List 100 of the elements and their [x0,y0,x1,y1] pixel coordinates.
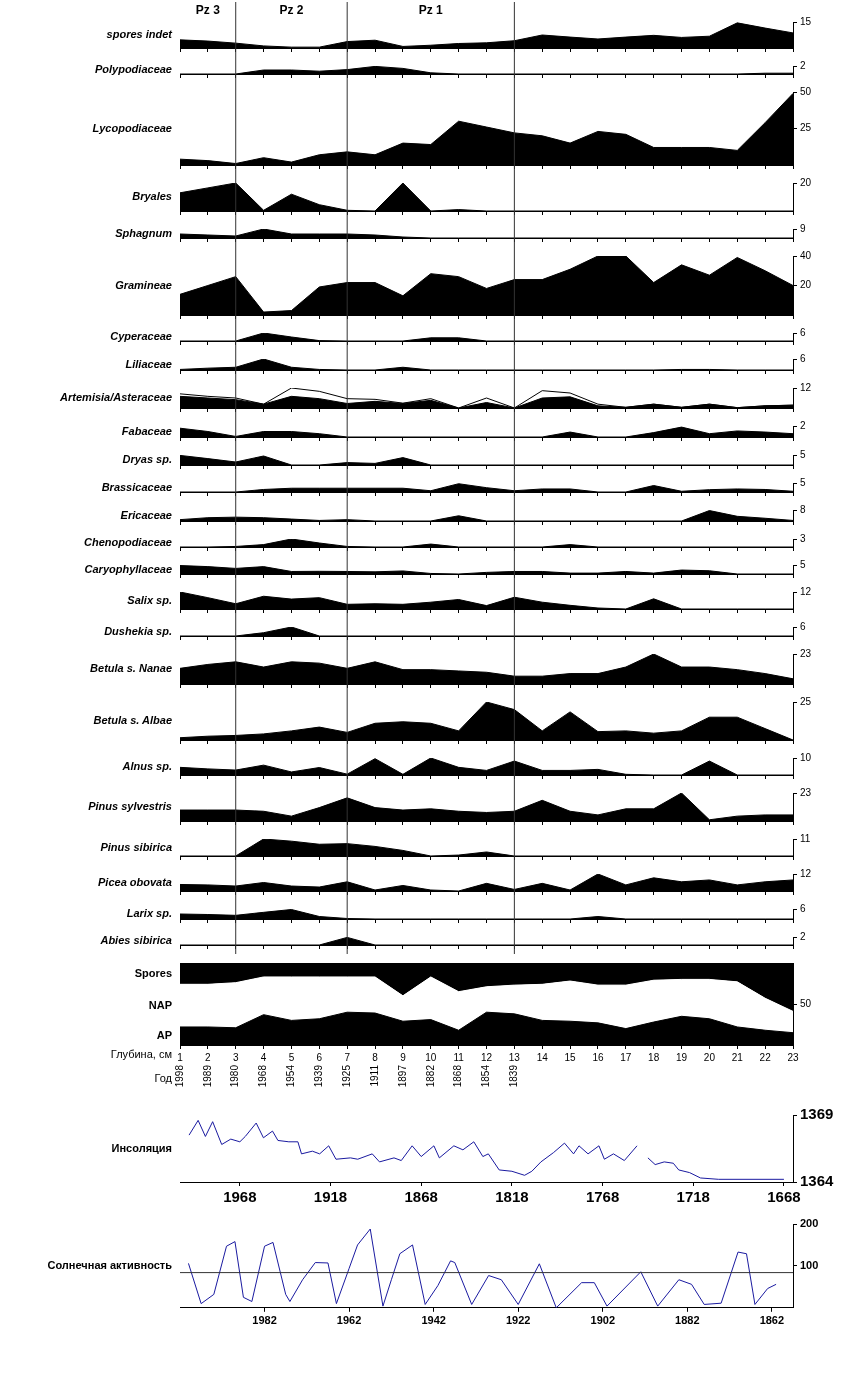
text: 1989 [201,1064,213,1088]
x-tick-label: 21 [731,1051,744,1063]
series-label: AP [156,1029,172,1042]
y-tick-label: 1369 [800,1105,834,1123]
y-axis-title: Polypodiaceae [94,63,172,76]
y-tick-label: 6 [800,902,806,914]
y-tick-label: 40 [800,249,812,261]
x-tick-label: 1968 [223,1188,257,1206]
x-tick-label: 8 [372,1051,379,1063]
x-tick-label: 1942 [421,1314,446,1327]
x-tick-label: 1768 [585,1188,620,1206]
x-axis-title: Глубина, см [110,1048,172,1061]
y-axis-title: Fabaceae [121,424,172,437]
x-tick-label: 19 [675,1051,688,1063]
x-tick-label: 1668 [767,1188,801,1206]
y-axis-title: Liliaceae [125,357,172,370]
x-tick-label: 9 [400,1051,407,1063]
x-tick-label: 1 [177,1051,184,1063]
y-tick-label: 2 [800,419,806,431]
y-axis-title: Larix sp. [126,907,172,920]
text: 1954 [285,1064,297,1088]
y-axis-title: Bryales [132,190,172,203]
text: Pz 3 [195,3,221,17]
y-axis-title: Brassicaceae [101,480,172,493]
x-tick-label: 3 [232,1051,239,1063]
y-axis-title: Солнечная активность [47,1258,173,1271]
y-tick-label: 23 [800,786,812,798]
x-tick-label: 2 [205,1051,212,1063]
y-axis-title: Chenopodiaceae [83,536,172,549]
x-tick-label: 1862 [759,1314,785,1327]
x-tick-label: 22 [759,1051,772,1063]
y-tick-label: 6 [800,620,806,632]
y-axis-title: Ericaceae [120,508,172,521]
y-axis-title: Lycopodiaceae [92,121,172,134]
y-tick-label: 12 [800,381,812,393]
x-tick-label: 1882 [675,1314,700,1327]
y-axis-title: Dryas sp. [122,453,172,466]
y-axis-title: Caryophyllaceae [84,562,172,575]
text: 1897 [396,1064,408,1088]
y-tick-label: 50 [800,997,812,1009]
x-tick-label: 1918 [313,1188,348,1206]
x-tick-label: 1718 [676,1188,710,1206]
x-tick-label: 20 [703,1051,716,1063]
y-tick-label: 15 [800,15,812,27]
text: 1925 [340,1064,352,1088]
y-tick-label: 200 [800,1217,819,1230]
y-tick-label: 2 [800,59,806,71]
text: 1998 [173,1064,185,1088]
text: 1911 [368,1064,380,1087]
x2-axis-title: Год [154,1072,173,1085]
x-tick-label: 1982 [252,1314,277,1327]
x-tick-label: 6 [316,1051,323,1063]
y-axis-title: Pinus sibirica [100,840,172,853]
y-tick-label: 8 [800,503,806,515]
x-tick-label: 18 [648,1051,660,1063]
y-tick-label: 11 [800,832,811,844]
x-tick-label: 1818 [495,1188,529,1206]
y-tick-label: 2 [800,930,806,942]
y-axis-title: Инсоляция [111,1141,172,1154]
y-tick-label: 3 [800,532,806,544]
y-axis-title: Salix sp. [127,593,172,606]
y-axis-title: Abies sibirica [99,934,172,947]
x-tick-label: 1922 [505,1314,531,1327]
y-tick-label: 12 [800,585,812,597]
x-tick-label: 1868 [404,1188,438,1206]
y-axis-title: Cyperaceae [110,330,172,343]
y-tick-label: 20 [800,176,812,188]
y-axis-title: Artemisia/Asteraceae [59,391,172,404]
y-tick-label: 5 [800,448,806,460]
y-axis-title: Gramineae [115,278,172,291]
text: 1980 [229,1064,241,1088]
y-axis-title: Betula s. Nanae [90,662,172,675]
x-tick-label: 16 [592,1051,604,1063]
text: 1839 [508,1064,520,1088]
y-axis-title: Pinus sylvestris [88,800,172,813]
y-tick-label: 6 [800,352,806,364]
x-tick-label: 1902 [590,1314,615,1327]
text: 1939 [313,1064,325,1088]
x-tick-label: 13 [508,1051,521,1063]
x-tick-label: 14 [536,1051,549,1063]
y-tick-label: 25 [800,695,812,707]
x-tick-label: 11 [453,1051,465,1063]
y-tick-label: 1364 [800,1172,835,1190]
x-tick-label: 17 [620,1051,632,1063]
x-tick-label: 4 [260,1051,267,1063]
x-tick-label: 7 [344,1051,351,1063]
y-tick-label: 25 [800,122,812,134]
x-tick-label: 5 [288,1051,295,1063]
y-axis-title: spores indet [106,28,174,41]
text: 1854 [480,1064,492,1088]
x-tick-label: 15 [564,1051,577,1063]
y-tick-label: 5 [800,558,806,570]
y-tick-label: 100 [800,1258,819,1271]
text: Pz 1 [418,3,444,17]
y-tick-label: 23 [800,647,812,659]
x-tick-label: 12 [480,1051,493,1063]
y-axis-title: Betula s. Albae [93,714,172,727]
x-tick-label: 1962 [336,1314,362,1327]
y-tick-label: 50 [800,85,812,97]
text: Pz 2 [279,3,304,17]
